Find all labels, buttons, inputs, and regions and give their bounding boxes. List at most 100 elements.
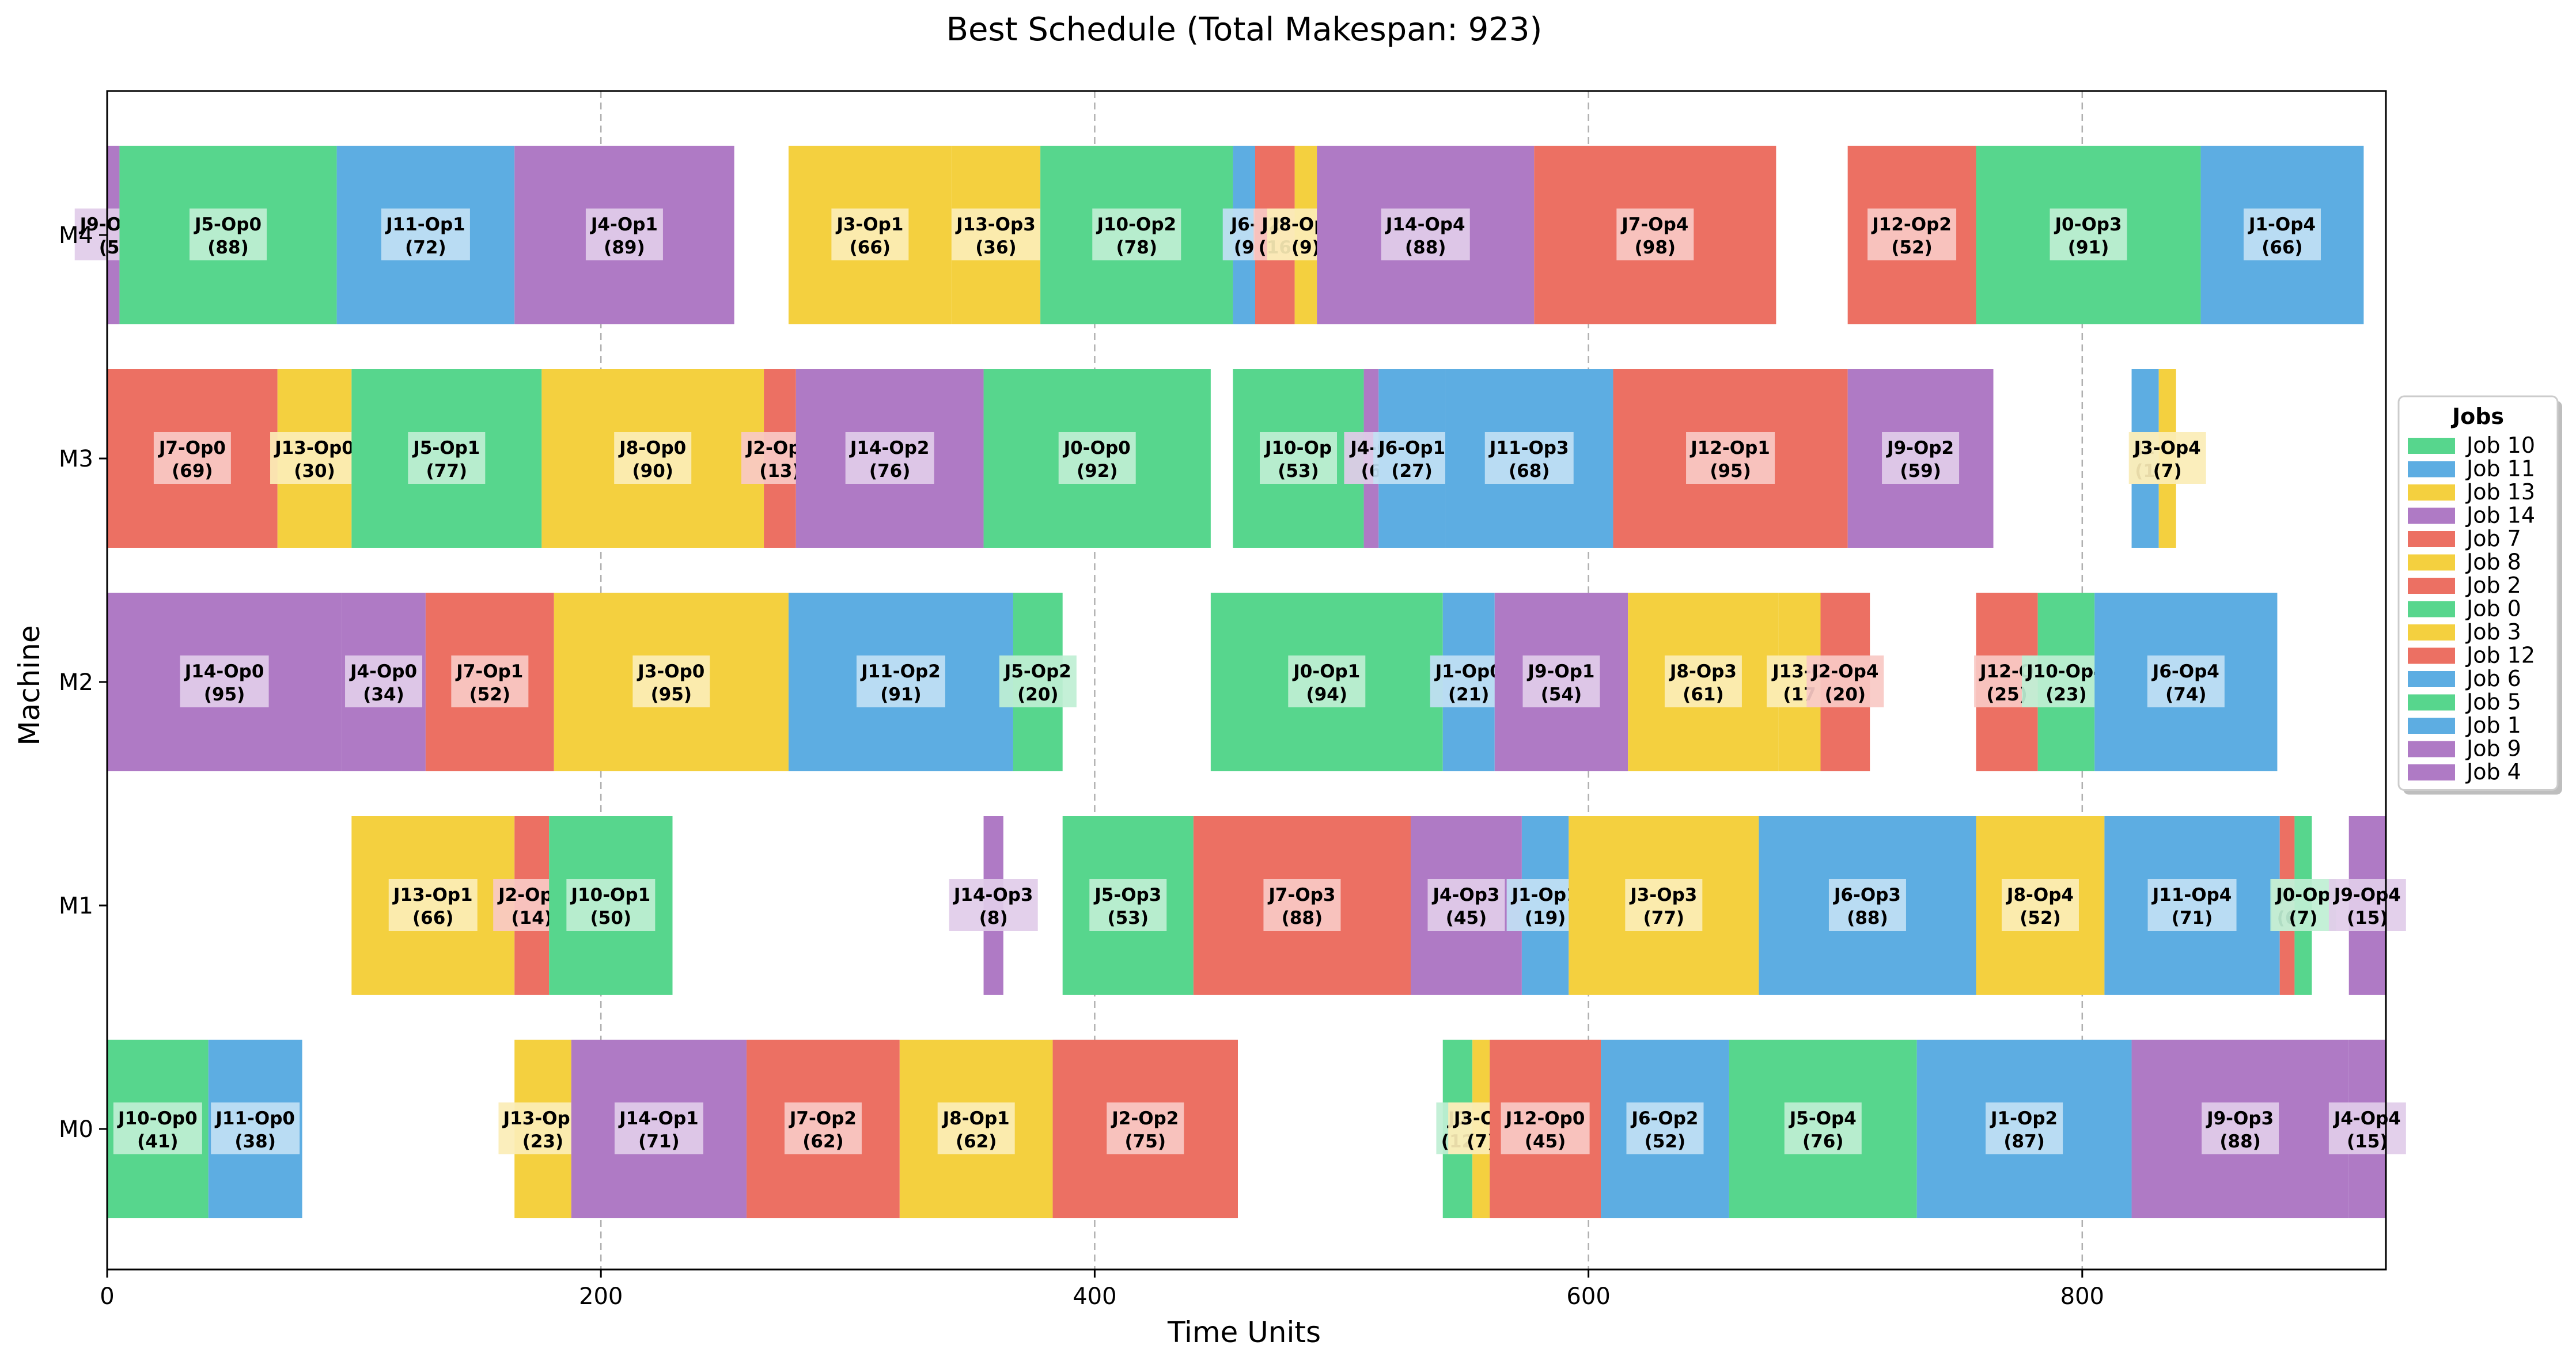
operation-bar: J14-Op0(95): [107, 593, 342, 771]
label-box: [1427, 879, 1505, 931]
axes-layer: 0 200 400 600 800 M0 M1 M2 M3 M4: [59, 90, 2387, 1310]
operation-label: J7-Op1: [455, 661, 523, 682]
operation-label: J3-Op1: [835, 214, 903, 235]
label-box: [408, 432, 486, 484]
duration-label: (38): [234, 1131, 275, 1152]
operation-label: J6-: [1230, 214, 1257, 235]
duration-label: (59): [1900, 461, 1941, 482]
legend-swatch: [2408, 624, 2455, 641]
operation-label: J14-Op4: [1385, 214, 1465, 235]
operation-bar: J11-Op2(91): [788, 593, 1013, 771]
chart-title: Best Schedule (Total Makespan: 923): [946, 11, 1543, 48]
legend-label: Job 10: [2465, 433, 2535, 458]
legend-swatch: [2408, 461, 2455, 478]
label-box: [1260, 432, 1338, 484]
operation-bar: J11-Op3 (68): [1445, 369, 1613, 548]
duration-label: (36): [975, 237, 1016, 258]
operation-label: J5-Op3: [1093, 885, 1161, 905]
operation-bar: J0-Op (7): [2270, 816, 2336, 995]
x-tick-label: 200: [579, 1283, 623, 1310]
operation-bar: J13-Op1 (66): [351, 816, 515, 995]
operation-label: J7-Op0: [158, 438, 226, 458]
label-box: [113, 1102, 202, 1154]
duration-label: (89): [604, 237, 645, 258]
legend-label: Job 5: [2465, 689, 2521, 715]
operation-bar: J3-Op1(66): [788, 146, 952, 324]
label-box: [2328, 879, 2406, 931]
label-box: [2328, 1102, 2406, 1154]
label-box: [937, 1102, 1015, 1154]
operation-label: J4-Op1: [590, 214, 658, 235]
operation-bar: J5-Op3 (53): [1062, 816, 1194, 995]
label-box: [614, 1102, 703, 1154]
duration-label: (52): [469, 684, 510, 705]
operation-label: J11-Op0: [214, 1108, 295, 1129]
duration-label: (88): [1282, 908, 1323, 929]
operation-label: J0-Op: [2275, 885, 2331, 905]
operation-label: J12-Op2: [1871, 214, 1952, 235]
duration-label: (94): [1306, 684, 1347, 705]
operation-bar: J7-Op4(98): [1534, 146, 1776, 324]
operation-bar: J12-Op1 (95): [1613, 369, 1848, 548]
legend-label: Job 9: [2465, 736, 2521, 761]
operation-label: J10-Op1: [570, 885, 651, 905]
operation-bar: J1-Op4(66): [2200, 146, 2364, 324]
duration-label: (87): [2003, 1131, 2044, 1152]
duration-label: (91): [2068, 237, 2109, 258]
duration-label: (9: [1234, 237, 1255, 258]
label-box: [1501, 1102, 1590, 1154]
label-box: [1058, 432, 1136, 484]
operation-bar: J0-Op3(91): [1976, 146, 2201, 324]
operation-bar: J4-Op0(34): [342, 593, 426, 771]
label-box: [831, 209, 909, 260]
legend-entry: Job 0: [2408, 596, 2521, 622]
legend-swatch: [2408, 718, 2455, 734]
bars-layer: J10-Op0(41)J11-Op0(38)J13-Op2(23)J14-Op1…: [74, 146, 2406, 1218]
operation-bar: J10-Op0(41): [107, 1040, 209, 1218]
operation-bar: J8-Op3(61): [1628, 593, 1779, 771]
operation-bar: J5-Op4(76): [1729, 1040, 1917, 1218]
operation-bar: J7-Op3 (88): [1193, 816, 1411, 995]
duration-label: (77): [1643, 908, 1684, 929]
y-axis-label: Machine: [13, 625, 46, 745]
duration-label: (7): [2289, 908, 2317, 929]
duration-label: (15): [2347, 1131, 2388, 1152]
operation-bar: J13-Op0 (30): [270, 369, 359, 548]
duration-label: (52): [2020, 908, 2060, 929]
operation-label: J9-Op3: [2206, 1108, 2274, 1129]
operation-label: J10-Op4: [2025, 661, 2106, 682]
operation-label: J14-Op3: [953, 885, 1033, 905]
duration-label: (53): [1278, 461, 1319, 482]
operation-bar: J11-Op4 (71): [2104, 816, 2280, 995]
operation-bar: J12-Op0(45): [1490, 1040, 1601, 1218]
operation-bar: J1-Op2(87): [1916, 1040, 2132, 1218]
y-tick-label: M1: [59, 893, 93, 919]
label-box: [1484, 432, 1574, 484]
operation-label: J13-Op3: [955, 214, 1036, 235]
label-box: [845, 432, 934, 484]
duration-label: (62): [956, 1131, 997, 1152]
duration-label: (68): [1509, 461, 1550, 482]
duration-label: (45): [1525, 1131, 1566, 1152]
label-box: [2243, 209, 2321, 260]
operation-label: J14-Op0: [184, 661, 264, 682]
duration-label: (98): [1635, 237, 1676, 258]
legend-swatch: [2408, 438, 2455, 454]
label-box: [1784, 1102, 1862, 1154]
operation-bar: J0-Op1(94): [1210, 593, 1443, 771]
label-box: [345, 655, 423, 707]
operation-bar: J8-Op0 (90): [541, 369, 764, 548]
operation-label: J2-Op2: [1111, 1108, 1179, 1129]
operation-label: J13-Op0: [274, 438, 354, 458]
operation-bar: J9-Op1(54): [1494, 593, 1628, 771]
label-box: [1092, 209, 1181, 260]
legend-label: Job 0: [2465, 596, 2521, 622]
operation-label: J11-Op4: [2151, 885, 2232, 905]
operation-label: J6-Op2: [1630, 1108, 1698, 1129]
operation-bar: J6-Op4(74): [2094, 593, 2278, 771]
legend-label: Job 1: [2465, 713, 2521, 738]
plot-frame: [106, 90, 2387, 1271]
label-box: [1806, 655, 1884, 707]
operation-bar: J3-Op3 (77): [1569, 816, 1759, 995]
legend-label: Job 13: [2465, 479, 2535, 505]
